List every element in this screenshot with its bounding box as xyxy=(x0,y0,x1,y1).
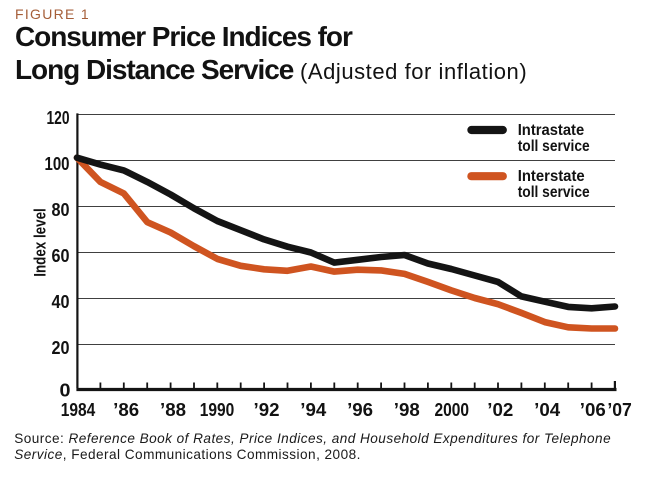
svg-text:’86: ’86 xyxy=(113,400,139,420)
svg-text:toll service: toll service xyxy=(518,184,590,201)
svg-text:100: 100 xyxy=(45,154,70,174)
svg-text:’06: ’06 xyxy=(580,400,606,420)
svg-text:’94: ’94 xyxy=(300,400,326,420)
svg-text:Intrastate: Intrastate xyxy=(518,122,585,139)
svg-text:20: 20 xyxy=(52,338,70,358)
svg-text:Interstate: Interstate xyxy=(518,168,585,185)
svg-text:1990: 1990 xyxy=(200,400,235,420)
svg-text:0: 0 xyxy=(60,381,71,401)
svg-text:’07: ’07 xyxy=(607,400,632,420)
svg-text:’04: ’04 xyxy=(534,400,560,420)
svg-text:’92: ’92 xyxy=(254,400,280,420)
svg-text:120: 120 xyxy=(47,108,70,128)
svg-text:2000: 2000 xyxy=(435,400,470,420)
svg-text:toll service: toll service xyxy=(518,138,590,155)
svg-text:’02: ’02 xyxy=(487,400,513,420)
svg-text:1984: 1984 xyxy=(61,400,96,420)
svg-text:’96: ’96 xyxy=(347,400,373,420)
svg-text:80: 80 xyxy=(52,200,70,220)
svg-text:Index level: Index level xyxy=(31,208,50,277)
svg-text:’88: ’88 xyxy=(160,400,186,420)
svg-text:60: 60 xyxy=(52,246,70,266)
svg-text:’98: ’98 xyxy=(394,400,420,420)
svg-text:40: 40 xyxy=(52,292,70,312)
